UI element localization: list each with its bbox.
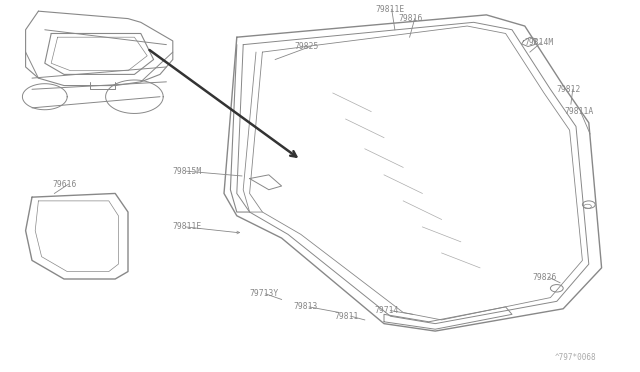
Text: 79713Y: 79713Y	[250, 289, 279, 298]
Text: 79811E: 79811E	[172, 222, 202, 231]
Text: 79816: 79816	[399, 14, 423, 23]
Text: 79825: 79825	[294, 42, 319, 51]
Text: 79826: 79826	[532, 273, 557, 282]
Text: 79815M: 79815M	[172, 167, 202, 176]
Text: 79813: 79813	[293, 302, 317, 311]
Text: 79812: 79812	[557, 85, 581, 94]
Text: 79714: 79714	[374, 306, 399, 315]
Text: ^797*0068: ^797*0068	[555, 353, 597, 362]
Text: 79811E: 79811E	[376, 5, 405, 14]
Text: 79811: 79811	[335, 312, 359, 321]
Text: 79616: 79616	[52, 180, 77, 189]
Text: 79811A: 79811A	[564, 107, 594, 116]
Text: 79814M: 79814M	[525, 38, 554, 47]
